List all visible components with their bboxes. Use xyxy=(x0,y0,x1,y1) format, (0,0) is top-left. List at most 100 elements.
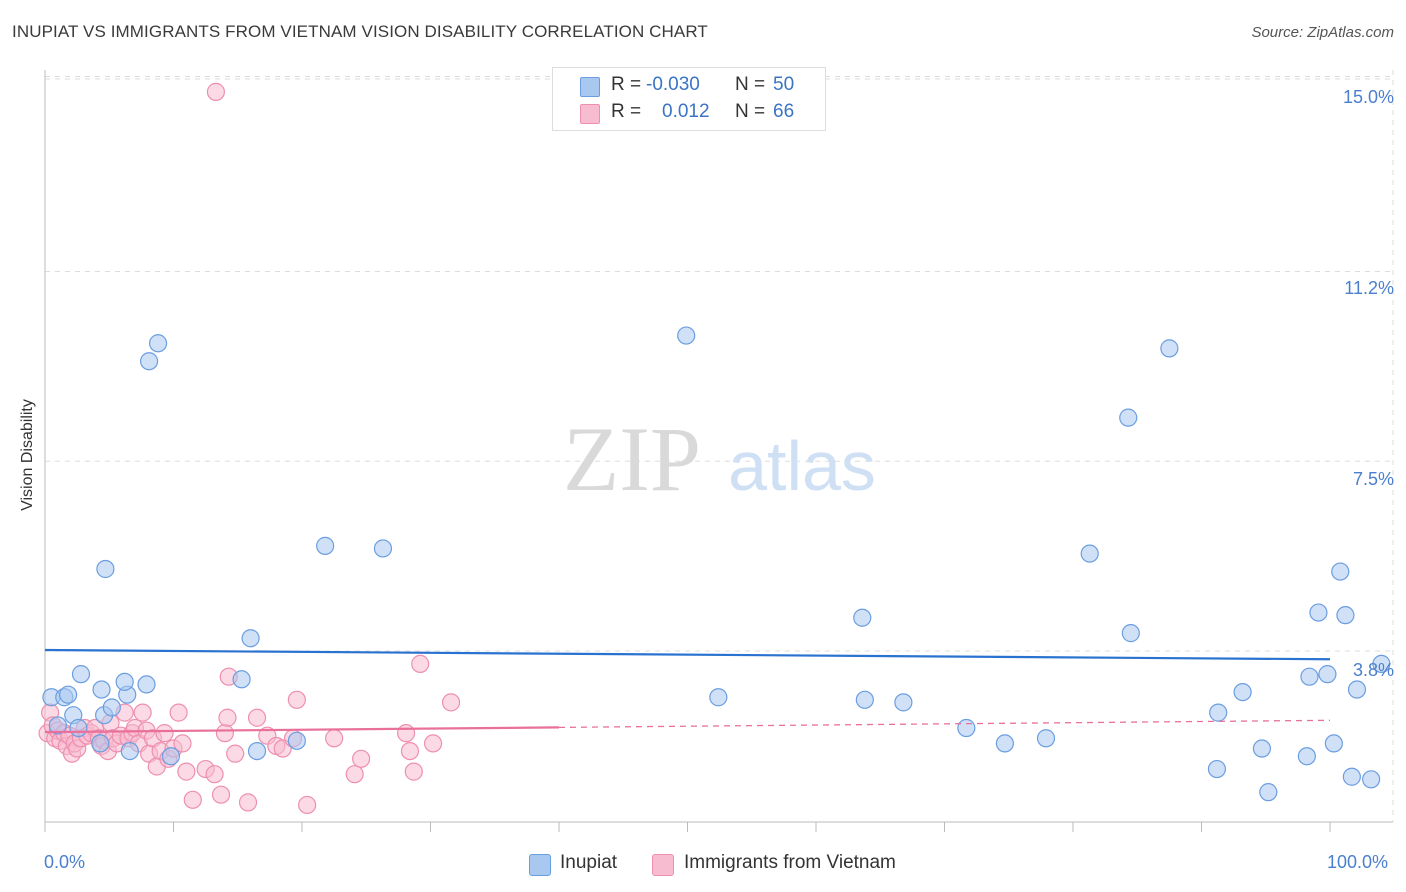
vietnam-point-56 xyxy=(287,690,306,709)
inupiat-point-17 xyxy=(148,334,168,353)
inupiat-point-30 xyxy=(957,718,976,738)
inupiat-point-44 xyxy=(1309,603,1328,622)
vietnam-point-62 xyxy=(400,741,420,761)
stats-n-label: N = xyxy=(735,74,766,95)
vietnam-point-60 xyxy=(352,749,371,768)
vietnam-point-65 xyxy=(423,734,443,753)
inupiat-point-21 xyxy=(232,670,251,689)
legend-swatch-inupiat xyxy=(529,854,551,876)
vietnam-point-59 xyxy=(345,765,364,784)
stats-n-value: 66 xyxy=(773,101,795,122)
inupiat-point-47 xyxy=(1331,562,1350,581)
stats-r-value: 0.012 xyxy=(662,101,710,122)
y-tick-15-0: 15.0% xyxy=(1342,87,1394,107)
vietnam-point-42 xyxy=(183,790,202,809)
inupiat-point-20 xyxy=(247,741,267,761)
vietnam-point-46 xyxy=(215,724,234,743)
vietnam-point-44 xyxy=(205,765,224,784)
inupiat-point-23 xyxy=(316,536,335,555)
inupiat-point-13 xyxy=(115,672,134,691)
inupiat-point-3 xyxy=(59,685,78,704)
vietnam-point-45 xyxy=(211,785,231,804)
inupiat-point-42 xyxy=(1300,667,1319,686)
grid-lines xyxy=(45,70,1394,822)
y-tick-11-2: 11.2% xyxy=(1344,278,1394,298)
watermark-zip: ZIP xyxy=(563,408,701,510)
vietnam-point-63 xyxy=(404,762,423,781)
inupiat-point-31 xyxy=(995,734,1014,753)
inupiat-point-40 xyxy=(1252,739,1271,758)
stats-r-label: R = xyxy=(611,101,642,122)
inupiat-point-28 xyxy=(855,690,874,709)
inupiat-point-19 xyxy=(241,629,260,648)
inupiat-point-49 xyxy=(1342,767,1361,786)
vietnam-point-51 xyxy=(247,708,267,727)
inupiat-point-33 xyxy=(1080,544,1099,563)
vietnam-point-58 xyxy=(325,729,344,748)
inupiat-point-25 xyxy=(677,326,696,345)
vietnam-point-47 xyxy=(218,708,237,727)
axes xyxy=(44,70,1393,832)
inupiat-point-51 xyxy=(1362,770,1381,789)
x-tick-left: 0.0% xyxy=(44,852,86,872)
stats-swatch-vietnam xyxy=(580,104,600,124)
vietnam-point-57 xyxy=(298,795,317,815)
inupiat-trend-line xyxy=(44,648,1331,661)
legend: Inupiat Immigrants from Vietnam xyxy=(0,851,1406,877)
inupiat-point-46 xyxy=(1324,734,1343,753)
inupiat-points xyxy=(42,326,1391,802)
inupiat-point-15 xyxy=(137,675,156,694)
x-tick-right: 100.0% xyxy=(1327,852,1389,872)
watermark: ZIP atlas xyxy=(563,408,876,510)
inupiat-point-43 xyxy=(1297,747,1316,766)
inupiat-point-50 xyxy=(1347,680,1367,699)
y-tick-3-8: 3.8% xyxy=(1352,660,1394,680)
inupiat-point-36 xyxy=(1160,339,1179,358)
inupiat-point-39 xyxy=(1233,682,1252,702)
legend-swatch-vietnam xyxy=(652,854,674,876)
inupiat-point-18 xyxy=(161,747,181,766)
vietnam-point-36 xyxy=(155,724,174,743)
inupiat-point-7 xyxy=(91,734,110,753)
vietnam-point-64 xyxy=(411,654,430,673)
inupiat-point-5 xyxy=(69,718,88,738)
inupiat-point-32 xyxy=(1036,729,1056,748)
legend-label-inupiat: Inupiat xyxy=(560,852,618,873)
inupiat-point-52 xyxy=(1372,654,1391,673)
inupiat-point-2 xyxy=(48,716,67,735)
inupiat-point-34 xyxy=(1119,408,1138,427)
inupiat-point-38 xyxy=(1207,759,1227,779)
inupiat-point-22 xyxy=(287,731,306,750)
stats-swatch-inupiat xyxy=(580,77,600,97)
stats-n-label: N = xyxy=(735,101,766,122)
vietnam-point-61 xyxy=(396,724,416,743)
inupiat-point-45 xyxy=(1318,665,1337,684)
inupiat-point-14 xyxy=(120,741,139,761)
inupiat-point-9 xyxy=(92,680,111,699)
inupiat-point-35 xyxy=(1121,624,1140,643)
inupiat-point-37 xyxy=(1209,703,1228,722)
vietnam-point-50 xyxy=(238,793,258,812)
vietnam-point-49 xyxy=(226,744,245,763)
vietnam-point-67 xyxy=(206,82,226,101)
inupiat-point-29 xyxy=(894,693,913,712)
inupiat-point-11 xyxy=(102,698,121,717)
vietnam-trend-line-dashed xyxy=(558,719,1331,729)
inupiat-point-26 xyxy=(709,688,728,707)
inupiat-point-48 xyxy=(1336,606,1355,625)
inupiat-point-41 xyxy=(1259,783,1278,802)
inupiat-point-16 xyxy=(139,352,159,371)
inupiat-point-6 xyxy=(71,665,91,684)
trend-lines xyxy=(44,648,1331,734)
correlation-stats-box: R = -0.030 N = 50 R = 0.012 N = 66 xyxy=(552,67,826,131)
source-credit: Source: ZipAtlas.com xyxy=(1251,24,1394,41)
vietnam-point-41 xyxy=(177,762,196,781)
inupiat-point-10 xyxy=(96,559,115,579)
y-tick-7-5: 7.5% xyxy=(1352,469,1394,489)
watermark-atlas: atlas xyxy=(728,427,876,505)
vietnam-point-30 xyxy=(133,703,152,722)
stats-r-value: -0.030 xyxy=(646,74,700,95)
vietnam-trend-line-solid xyxy=(44,726,560,734)
legend-label-vietnam: Immigrants from Vietnam xyxy=(684,852,896,873)
